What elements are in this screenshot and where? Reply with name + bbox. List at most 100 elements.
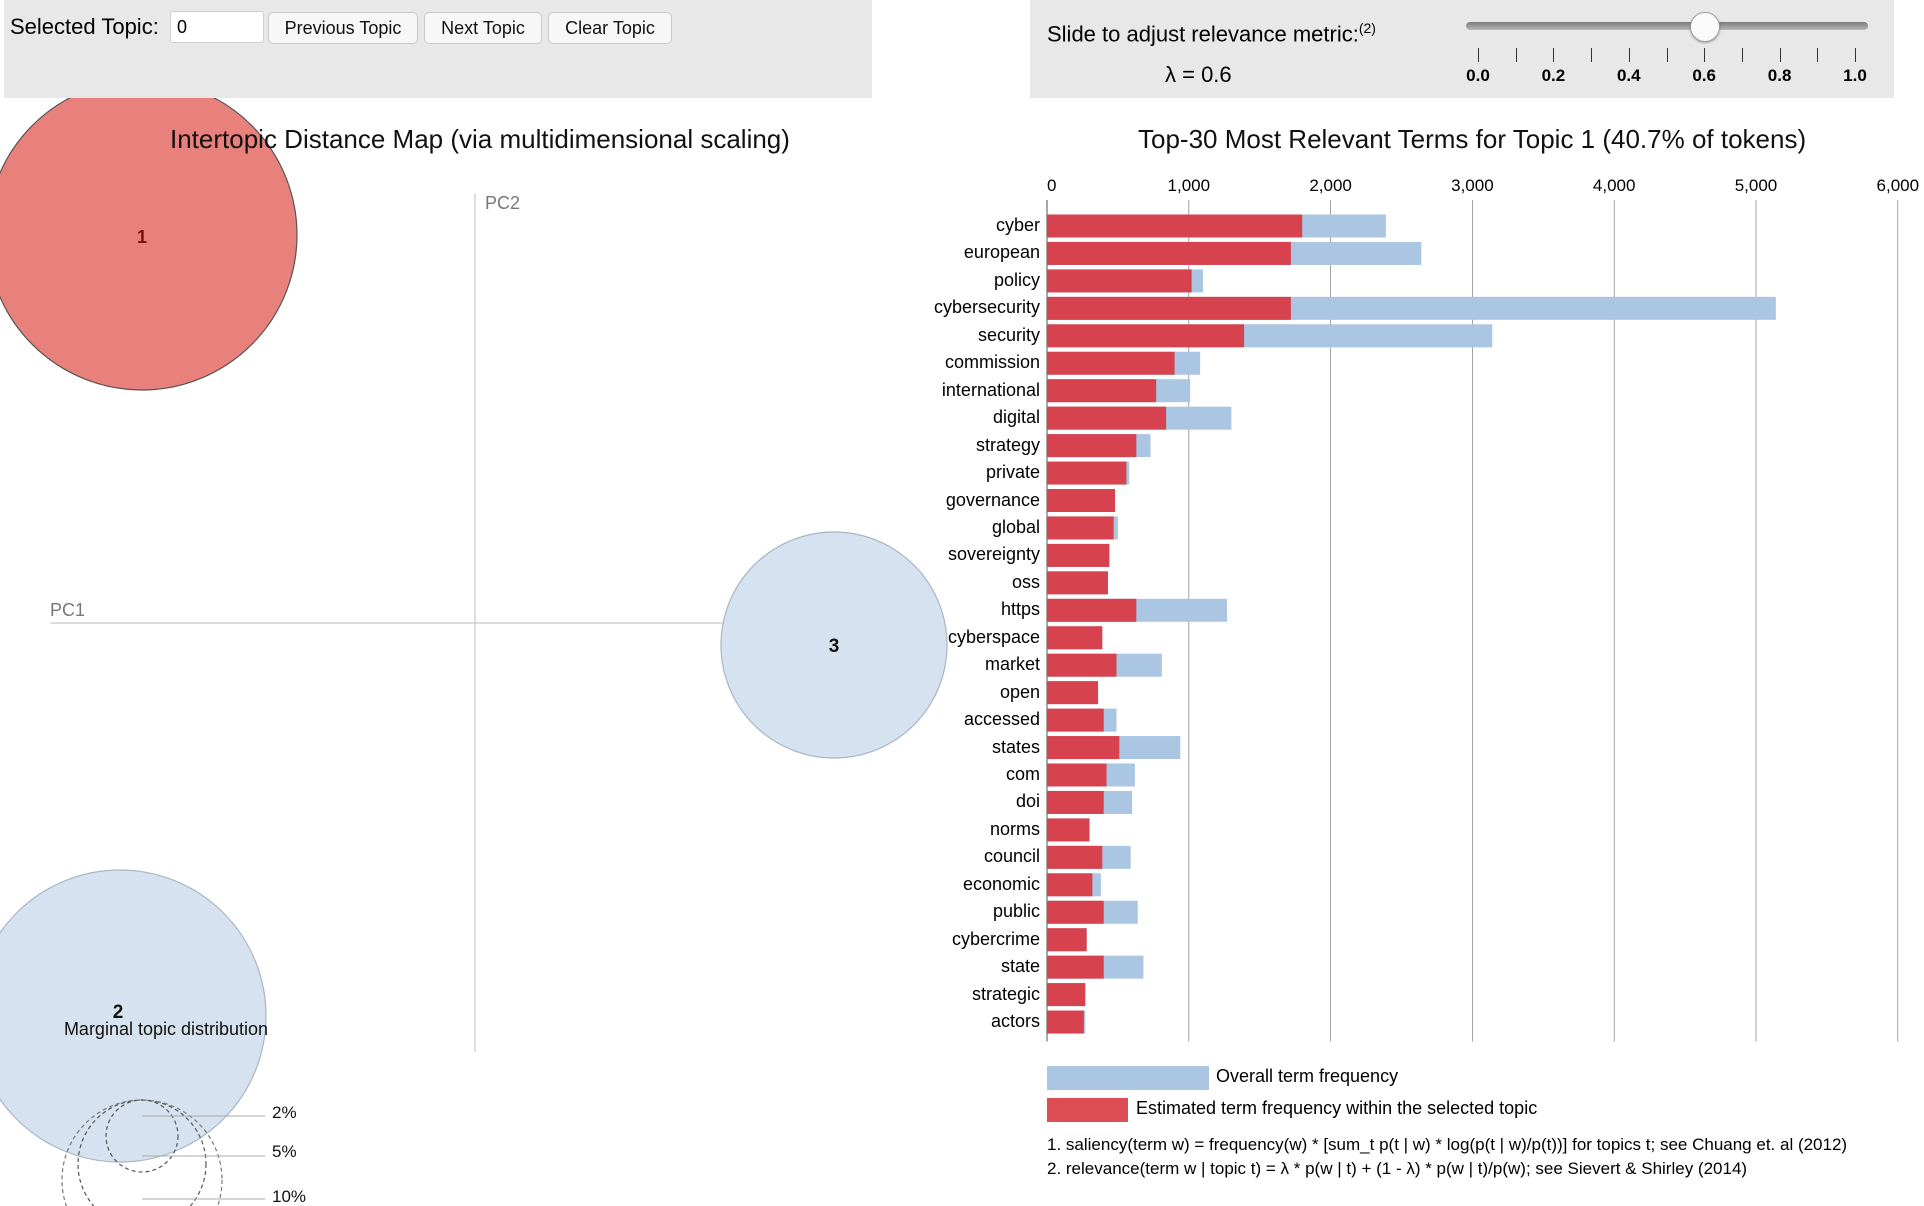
intertopic-map-title: Intertopic Distance Map (via multidimens… <box>170 124 790 154</box>
slider-tick <box>1478 48 1479 62</box>
marginal-distribution-title: Marginal topic distribution <box>64 1019 268 1039</box>
bar-estimated-market[interactable] <box>1047 653 1117 677</box>
bar-estimated-accessed[interactable] <box>1047 708 1104 732</box>
term-label-states[interactable]: states <box>991 736 1040 757</box>
slider-tick-label: 0.8 <box>1767 66 1792 85</box>
term-label-cyber[interactable]: cyber <box>995 215 1040 235</box>
slider-tick <box>1741 48 1743 62</box>
bar-estimated-states[interactable] <box>1047 736 1120 760</box>
legend-overall-swatch <box>1047 1066 1209 1090</box>
term-label-com[interactable]: com <box>1005 764 1040 784</box>
term-label-international[interactable]: international <box>941 379 1040 400</box>
x-tick-label: 0 <box>1047 176 1056 195</box>
term-label-cybersecurity[interactable]: cybersecurity <box>933 297 1040 318</box>
term-label-global[interactable]: global <box>991 516 1040 537</box>
x-tick-label: 2,000 <box>1309 176 1352 195</box>
term-label-security[interactable]: security <box>977 324 1040 345</box>
bar-estimated-cyber[interactable] <box>1047 214 1303 238</box>
topic-control-panel: Selected Topic: Previous Topic Next Topi… <box>4 0 872 98</box>
term-label-accessed[interactable]: accessed <box>963 709 1040 730</box>
clear-topic-button[interactable]: Clear Topic <box>548 12 672 44</box>
bar-estimated-security[interactable] <box>1047 324 1245 348</box>
term-label-sovereignty[interactable]: sovereignty <box>947 544 1040 565</box>
term-label-cybercrime[interactable]: cybercrime <box>951 928 1040 949</box>
x-tick-label: 6,000 <box>1877 176 1920 195</box>
term-label-public[interactable]: public <box>992 901 1040 922</box>
intertopic-distance-map: PC2 PC1 1 2 3 Marginal topic distributio… <box>0 98 948 1206</box>
bar-estimated-public[interactable] <box>1047 900 1104 924</box>
slider-tick-label: 0.2 <box>1541 66 1566 85</box>
bar-estimated-com[interactable] <box>1047 763 1107 787</box>
bar-estimated-strategy[interactable] <box>1047 434 1137 458</box>
bar-estimated-https[interactable] <box>1047 598 1137 622</box>
bar-estimated-policy[interactable] <box>1047 269 1192 293</box>
term-label-strategy[interactable]: strategy <box>975 434 1040 455</box>
bar-estimated-digital[interactable] <box>1047 406 1167 430</box>
bar-estimated-private[interactable] <box>1047 461 1127 485</box>
term-label-norms[interactable]: norms <box>989 818 1040 839</box>
relevance-label-text: Slide to adjust relevance metric: <box>1047 21 1359 47</box>
topic-circle-1[interactable] <box>0 98 298 391</box>
topic-label-1: 1 <box>137 227 147 247</box>
marginal-label-5pct: 5% <box>272 1142 297 1161</box>
bar-estimated-governance[interactable] <box>1047 489 1116 512</box>
selected-topic-label: Selected Topic: <box>10 14 159 39</box>
slider-tick <box>1855 48 1856 62</box>
topic-circle-2[interactable] <box>0 869 267 1163</box>
lambda-value: λ = 0.6 <box>1165 62 1232 87</box>
x-tick-label: 5,000 <box>1735 176 1778 195</box>
slider-tick <box>1666 48 1668 62</box>
next-topic-button[interactable]: Next Topic <box>424 12 542 44</box>
term-label-oss[interactable]: oss <box>1011 571 1040 592</box>
term-label-state[interactable]: state <box>1000 956 1040 977</box>
bar-estimated-international[interactable] <box>1047 379 1157 403</box>
term-label-commission[interactable]: commission <box>944 352 1040 373</box>
topic-circle-3[interactable] <box>720 531 948 759</box>
bar-estimated-cyberspace[interactable] <box>1047 626 1103 650</box>
slider-tick-label: 0.4 <box>1616 66 1641 85</box>
topic-label-2: 2 <box>113 1002 124 1023</box>
term-label-doi[interactable]: doi <box>1015 791 1040 812</box>
term-label-https[interactable]: https <box>1000 599 1040 620</box>
bar-estimated-doi[interactable] <box>1047 790 1104 814</box>
bar-estimated-state[interactable] <box>1047 955 1104 979</box>
term-label-policy[interactable]: policy <box>993 269 1040 290</box>
term-label-open[interactable]: open <box>999 681 1040 702</box>
bar-estimated-oss[interactable] <box>1047 571 1108 595</box>
term-label-private[interactable]: private <box>985 462 1040 483</box>
term-label-actors[interactable]: actors <box>990 1011 1040 1032</box>
term-label-market[interactable]: market <box>984 654 1040 675</box>
bar-estimated-commission[interactable] <box>1047 351 1175 375</box>
bar-estimated-sovereignty[interactable] <box>1047 543 1110 567</box>
slider-tick <box>1553 48 1555 62</box>
marginal-label-2pct: 2% <box>272 1103 297 1122</box>
term-label-strategic[interactable]: strategic <box>971 983 1040 1004</box>
previous-topic-button[interactable]: Previous Topic <box>268 12 418 44</box>
bar-estimated-council[interactable] <box>1047 845 1103 869</box>
bar-estimated-actors[interactable] <box>1047 1010 1084 1034</box>
bar-estimated-global[interactable] <box>1047 516 1114 540</box>
x-tick-label: 1,000 <box>1168 176 1211 195</box>
relevance-control-panel: Slide to adjust relevance metric:(2) λ =… <box>1030 0 1894 98</box>
slider-tick <box>1817 48 1819 62</box>
lambda-slider-thumb[interactable] <box>1690 12 1721 42</box>
bar-estimated-norms[interactable] <box>1047 818 1090 842</box>
term-label-economic[interactable]: economic <box>962 873 1040 894</box>
legend-estimated-swatch <box>1047 1098 1128 1122</box>
term-label-governance[interactable]: governance <box>945 489 1040 510</box>
selected-topic-input[interactable] <box>170 11 264 43</box>
bar-estimated-economic[interactable] <box>1047 873 1093 897</box>
lambda-slider-track[interactable] <box>1466 22 1868 30</box>
legend-overall-label: Overall term frequency <box>1216 1066 1399 1086</box>
term-label-cyberspace[interactable]: cyberspace <box>947 626 1040 647</box>
bar-estimated-cybercrime[interactable] <box>1047 928 1087 952</box>
bar-estimated-open[interactable] <box>1047 681 1099 705</box>
bar-estimated-european[interactable] <box>1047 241 1291 265</box>
term-label-digital[interactable]: digital <box>992 407 1040 428</box>
x-tick-label: 3,000 <box>1451 176 1494 195</box>
bar-estimated-cybersecurity[interactable] <box>1047 296 1291 320</box>
term-label-european[interactable]: european <box>963 242 1040 263</box>
term-label-council[interactable]: council <box>983 846 1040 867</box>
slider-tick <box>1779 48 1781 62</box>
bar-estimated-strategic[interactable] <box>1047 983 1086 1007</box>
